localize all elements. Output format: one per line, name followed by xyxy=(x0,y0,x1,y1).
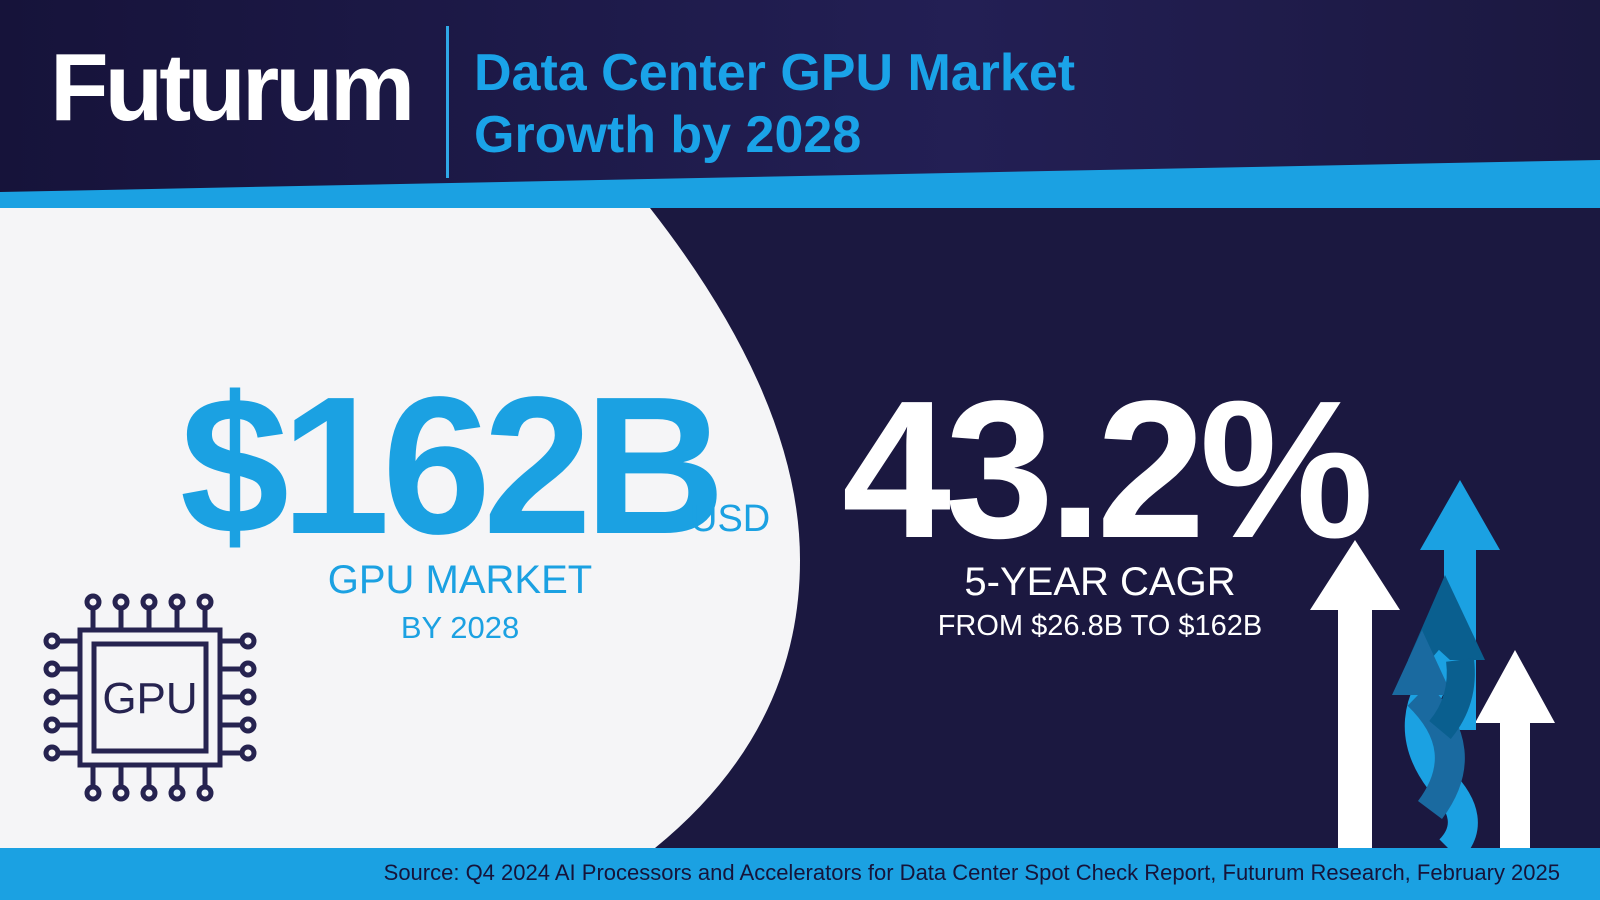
header-divider xyxy=(446,26,449,178)
market-year-label: BY 2028 xyxy=(400,610,520,645)
page-title: Data Center GPU Market Growth by 2028 xyxy=(474,42,1214,167)
gpu-chip-icon: GPU xyxy=(43,593,257,802)
source-citation: Source: Q4 2024 AI Processors and Accele… xyxy=(383,860,1560,885)
accent-stripe xyxy=(0,160,1600,208)
growth-arrows-icon xyxy=(1310,480,1555,850)
chip-label: GPU xyxy=(102,674,197,723)
futurum-logo: Futurum xyxy=(50,34,415,141)
light-panel xyxy=(0,208,800,848)
title-line-1: Data Center GPU Market xyxy=(474,44,1076,102)
cagr-label: 5-YEAR CAGR xyxy=(964,560,1236,604)
cagr-range: FROM $26.8B TO $162B xyxy=(937,610,1263,642)
market-label: GPU MARKET xyxy=(327,558,593,602)
title-line-2: Growth by 2028 xyxy=(474,106,862,165)
cagr-value: 43.2% xyxy=(842,360,1374,579)
market-value: $162B xyxy=(180,356,726,575)
market-unit: USD xyxy=(690,498,771,540)
footer-bar: Source: Q4 2024 AI Processors and Accele… xyxy=(0,848,1600,900)
